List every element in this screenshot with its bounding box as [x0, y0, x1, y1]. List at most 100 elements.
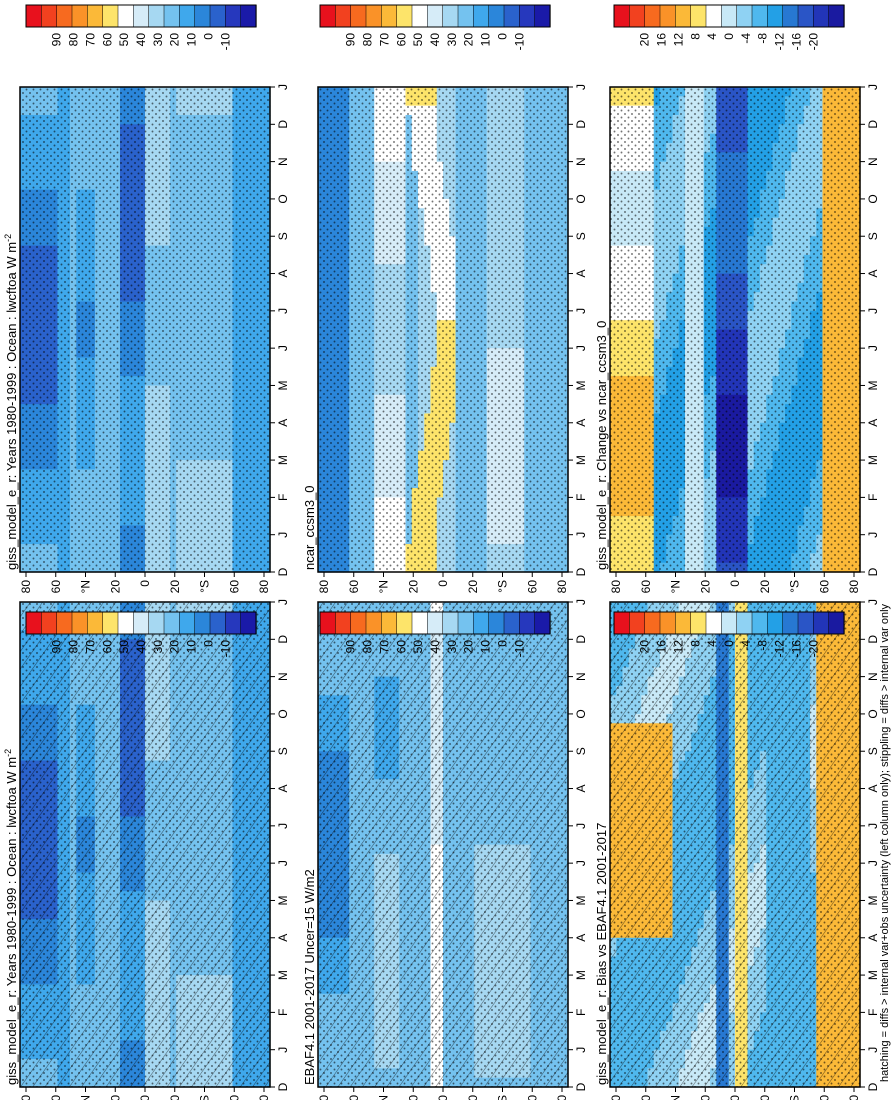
colorbar-swatch: [194, 611, 211, 635]
colorbar-swatch: [163, 611, 180, 635]
colorbar-swatch: [87, 4, 104, 28]
colorbar-swatch: [71, 4, 88, 28]
colorbar-swatch: [194, 4, 211, 28]
colorbar-label: 90: [50, 640, 64, 654]
latitude-tick-label: 80: [19, 580, 33, 594]
colorbar-label: 30: [151, 33, 165, 47]
hatching-overlay: [20, 602, 270, 1087]
latitude-tick-label: 20: [168, 1095, 182, 1100]
panel-title: giss_model_e_r: Years 1980-1999 : Ocean …: [3, 234, 19, 570]
colorbar-label: 40: [134, 33, 148, 47]
month-tick-label: A: [276, 934, 290, 942]
colorbar-swatch: [25, 4, 42, 28]
latitude-tick-label: 80: [257, 1095, 271, 1100]
latitude-tick-label: 20: [108, 1095, 122, 1100]
latitude-tick-label: 0: [138, 580, 152, 587]
month-tick-label: N: [276, 672, 290, 681]
colorbar-swatch: [102, 611, 119, 635]
month-tick-label: S: [276, 232, 290, 240]
colorbar-swatch: [240, 4, 257, 28]
month-tick-label: D: [276, 120, 290, 129]
month-tick-label: F: [276, 494, 290, 501]
colorbar-label: 0: [201, 640, 215, 647]
month-tick-label: J: [276, 308, 290, 314]
stippling-overlay: [20, 87, 270, 572]
month-tick-label: M: [276, 895, 290, 905]
latitude-tick-label: 0: [138, 1095, 152, 1100]
colorbar-swatch: [209, 4, 226, 28]
colorbar-label: 60: [100, 33, 114, 47]
month-tick-label: J: [276, 345, 290, 351]
colorbar-label: -10: [218, 640, 232, 658]
colorbar-frame: [25, 611, 257, 635]
panel-p1: giss_model_e_r: Years 1980-1999 : Ocean …: [3, 599, 290, 1100]
panel-p3: EBAF4.1 2001-2017 Uncer=15 W/m2DJFMAMJJA…: [302, 599, 588, 1100]
month-tick-label: O: [276, 709, 290, 718]
colorbar-label: 30: [151, 640, 165, 654]
colorbar-swatch: [71, 611, 88, 635]
colorbar-label: 50: [117, 33, 131, 47]
title-superscript: -2: [3, 234, 13, 242]
colorbar-label: 90: [50, 33, 64, 47]
title-superscript: -2: [3, 749, 13, 757]
colorbar-swatch: [209, 611, 226, 635]
colorbar-swatch: [163, 4, 180, 28]
month-tick-label: M: [276, 380, 290, 390]
colorbar-swatch: [56, 611, 73, 635]
colorbar-swatch: [179, 4, 196, 28]
panel-title: giss_model_e_r: Years 1980-1999 : Ocean …: [3, 749, 19, 1085]
month-tick-label: D: [276, 1082, 290, 1091]
month-tick-label: A: [276, 785, 290, 793]
colorbar-swatch: [117, 611, 134, 635]
colorbar-swatch: [41, 4, 58, 28]
colorbar-swatch: [179, 611, 196, 635]
colorbar-swatch: [225, 4, 242, 28]
panel-p2: giss_model_e_r: Years 1980-1999 : Ocean …: [3, 84, 290, 593]
latitude-tick-label: °S: [198, 580, 212, 593]
colorbar-label: 80: [67, 33, 81, 47]
month-tick-label: J: [276, 823, 290, 829]
colorbar: 90 80 70 60 50 40 30 20 10 0 -10: [25, 611, 257, 658]
month-tick-label: J: [276, 860, 290, 866]
colorbar-label: 60: [100, 640, 114, 654]
latitude-tick-label: 20: [168, 580, 182, 594]
latitude-tick-label: °N: [79, 1095, 93, 1100]
latitude-tick-label: °N: [79, 580, 93, 593]
colorbar-swatch: [133, 611, 150, 635]
colorbar-swatch: [41, 611, 58, 635]
colorbar-label: 10: [185, 640, 199, 654]
colorbar-swatch: [117, 4, 134, 28]
colorbar: 90 80 70 60 50 40 30 20 10 0 -10: [25, 4, 257, 51]
colorbar-label: 70: [83, 33, 97, 47]
latitude-tick-label: 80: [257, 580, 271, 594]
month-tick-label: M: [276, 970, 290, 980]
colorbar-label: 20: [168, 640, 182, 654]
latitude-tick-label: 60: [227, 580, 241, 594]
colorbar-swatch: [240, 611, 257, 635]
month-tick-label: J: [276, 84, 290, 90]
month-tick-label: D: [276, 567, 290, 576]
colorbar-swatch: [87, 611, 104, 635]
month-tick-label: A: [276, 419, 290, 427]
month-tick-label: D: [276, 635, 290, 644]
month-tick-label: O: [276, 194, 290, 203]
latitude-tick-label: 60: [227, 1095, 241, 1100]
colorbar-swatch: [102, 4, 119, 28]
month-tick-label: S: [276, 747, 290, 755]
colorbar-swatch: [148, 4, 165, 28]
month-tick-label: J: [276, 532, 290, 538]
colorbar-swatch: [133, 4, 150, 28]
colorbar-swatch: [225, 611, 242, 635]
month-tick-label: A: [276, 270, 290, 278]
latitude-tick-label: °S: [198, 1095, 212, 1100]
latitude-tick-label: 60: [49, 580, 63, 594]
colorbar-label: 80: [67, 640, 81, 654]
colorbar-swatch: [25, 611, 42, 635]
colorbar-label: 70: [83, 640, 97, 654]
colorbar-swatch: [56, 4, 73, 28]
colorbar-label: -10: [218, 33, 232, 51]
colorbar-label: 50: [117, 640, 131, 654]
month-tick-label: N: [276, 157, 290, 166]
latitude-tick-label: 80: [19, 1095, 33, 1100]
